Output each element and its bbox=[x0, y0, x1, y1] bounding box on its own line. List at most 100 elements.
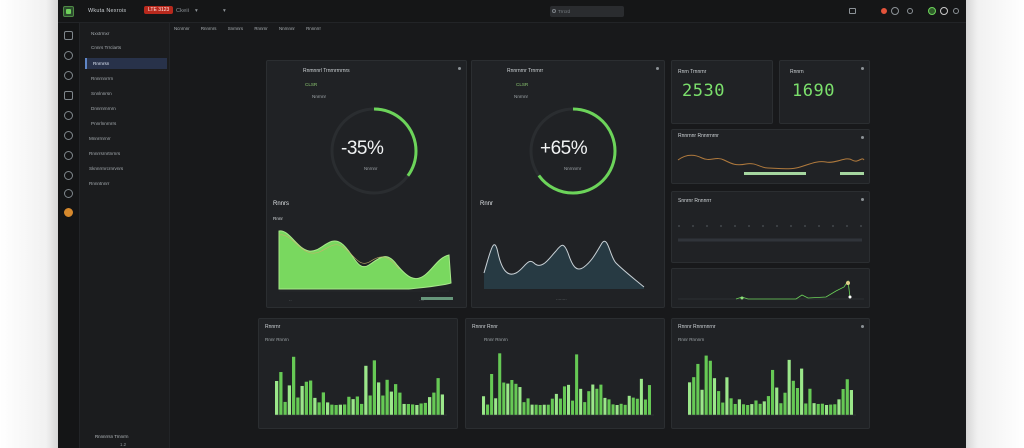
users-icon[interactable] bbox=[64, 131, 73, 140]
bar bbox=[317, 402, 321, 415]
bar bbox=[550, 398, 554, 415]
bar bbox=[771, 369, 775, 415]
search-input[interactable]: Trrcrd bbox=[550, 6, 624, 17]
breadcrumb-item[interactable]: Nnrnnnr bbox=[278, 26, 295, 31]
sidebar-item[interactable]: Pnnrlnnrnrrs bbox=[91, 121, 117, 126]
bell-icon[interactable] bbox=[64, 171, 73, 180]
spark-chart bbox=[678, 279, 864, 300]
bar bbox=[411, 404, 415, 415]
panel-title: Rnnnr Rnnrnnrnr bbox=[678, 324, 716, 330]
search-icon bbox=[552, 9, 556, 13]
bar bbox=[841, 389, 845, 415]
bar bbox=[558, 398, 562, 415]
panel-menu-icon[interactable] bbox=[861, 325, 864, 328]
breadcrumb-item[interactable]: Rnnrnrs bbox=[200, 26, 217, 31]
sidebar-item[interactable]: Mnnrrnrnrr bbox=[89, 136, 111, 141]
sidebar-item[interactable]: Cnnrs Trrclarts bbox=[91, 45, 122, 50]
bar bbox=[623, 404, 627, 415]
panel-menu-icon[interactable] bbox=[656, 67, 659, 70]
help-icon[interactable] bbox=[907, 8, 913, 14]
bar bbox=[347, 396, 351, 415]
sidebar-item[interactable]: Rnnrrsrnrtnrnrs bbox=[89, 151, 121, 156]
sidebar-item[interactable]: Nxxtrmxr bbox=[91, 31, 110, 36]
version-label: 1.2 bbox=[120, 442, 127, 447]
sidebar-item[interactable]: Sknnrrnrcrnrvnrs bbox=[89, 166, 124, 171]
trend-line bbox=[677, 154, 865, 170]
bar bbox=[800, 368, 804, 415]
notifications-icon[interactable] bbox=[849, 8, 856, 14]
server-icon[interactable] bbox=[64, 91, 73, 100]
panel-bars-2: Rnnnr Rnnr Rnnr Rnnrn bbox=[465, 318, 665, 429]
user-status-icon[interactable] bbox=[928, 7, 936, 15]
bar-chart-3 bbox=[688, 355, 856, 416]
panel-menu-icon[interactable] bbox=[458, 67, 461, 70]
lock-icon[interactable] bbox=[64, 189, 73, 198]
spark-point bbox=[848, 295, 852, 299]
settings-icon[interactable] bbox=[891, 7, 899, 15]
bar bbox=[783, 392, 787, 415]
status-badge[interactable]: LTE 3123 bbox=[144, 6, 174, 14]
bar bbox=[406, 404, 410, 415]
app-title: Wkuta Nexrois bbox=[88, 8, 127, 14]
bar bbox=[326, 402, 330, 415]
bar bbox=[692, 377, 696, 415]
sidebar-item[interactable]: Snnlnnrsn bbox=[91, 91, 112, 96]
breadcrumb-item[interactable]: Rnnrnr bbox=[254, 26, 268, 31]
gauge-ring bbox=[529, 107, 617, 195]
panel-subtitle: Rnnr Rnnrn bbox=[484, 337, 508, 342]
bar bbox=[338, 404, 342, 415]
bar bbox=[791, 380, 795, 415]
sidebar-item[interactable]: Rnnntnnrr bbox=[89, 181, 110, 186]
chevron-down-icon[interactable]: ▾ bbox=[223, 8, 226, 14]
bar bbox=[750, 404, 754, 415]
bar bbox=[729, 398, 733, 415]
bar bbox=[351, 399, 355, 415]
avatar[interactable] bbox=[940, 7, 948, 15]
bar bbox=[754, 400, 758, 415]
more-icon[interactable] bbox=[953, 8, 959, 14]
legend-swatch bbox=[421, 297, 453, 300]
trend-range-bar bbox=[744, 172, 806, 175]
area-secondary-line bbox=[278, 234, 400, 270]
bar bbox=[583, 402, 587, 415]
breadcrumb-item[interactable]: Snrnnrs bbox=[227, 26, 244, 31]
bar bbox=[381, 395, 385, 415]
sidebar-item[interactable]: Dnnrnrnrnrn bbox=[91, 106, 116, 111]
shield-icon[interactable] bbox=[64, 151, 73, 160]
bar bbox=[812, 403, 816, 415]
panel-menu-icon[interactable] bbox=[861, 136, 864, 139]
trend-chart bbox=[677, 154, 865, 175]
panel-menu-icon[interactable] bbox=[861, 198, 864, 201]
globe-icon[interactable] bbox=[64, 111, 73, 120]
bar bbox=[766, 396, 770, 415]
grid-icon[interactable] bbox=[64, 51, 73, 60]
nav-link[interactable]: Ckeii bbox=[176, 8, 190, 14]
bar bbox=[647, 385, 651, 415]
panel-menu-icon[interactable] bbox=[861, 67, 864, 70]
breadcrumb-item[interactable]: Ncnrnnr bbox=[174, 26, 190, 31]
panel-title: Rnnrnr bbox=[265, 324, 281, 330]
breadcrumb-item[interactable]: Rnnnrrr bbox=[306, 26, 321, 31]
area-title: Rnnrs bbox=[273, 201, 290, 207]
bar bbox=[824, 404, 829, 415]
warning-icon[interactable] bbox=[64, 208, 73, 217]
bar bbox=[700, 389, 704, 415]
bar bbox=[643, 399, 647, 415]
gauge-fill bbox=[330, 107, 418, 195]
home-icon[interactable] bbox=[64, 31, 73, 40]
sidebar-item[interactable]: Rnnrnnrrrn bbox=[91, 76, 114, 81]
right-page-margin bbox=[966, 0, 1024, 448]
gauge-caption: Nnrnnrnr bbox=[564, 166, 582, 171]
panel-bars-3: Rnnnr Rnnrnnrnr Rnnr Rnnnrn bbox=[671, 318, 870, 429]
bar bbox=[518, 387, 522, 415]
chevron-down-icon[interactable]: ▾ bbox=[195, 8, 198, 14]
bar bbox=[708, 360, 712, 415]
sidebar-item-active[interactable]: Rnrnrsn bbox=[85, 58, 167, 69]
panel-title: Rnmnnrl Trnrnrrnrnrs bbox=[303, 68, 350, 74]
search-placeholder: Trrcrd bbox=[558, 9, 571, 14]
alert-icon[interactable] bbox=[881, 8, 887, 14]
chart-icon[interactable] bbox=[64, 71, 73, 80]
bar bbox=[398, 392, 402, 415]
app-logo-icon[interactable] bbox=[63, 6, 74, 17]
bar bbox=[423, 402, 427, 415]
